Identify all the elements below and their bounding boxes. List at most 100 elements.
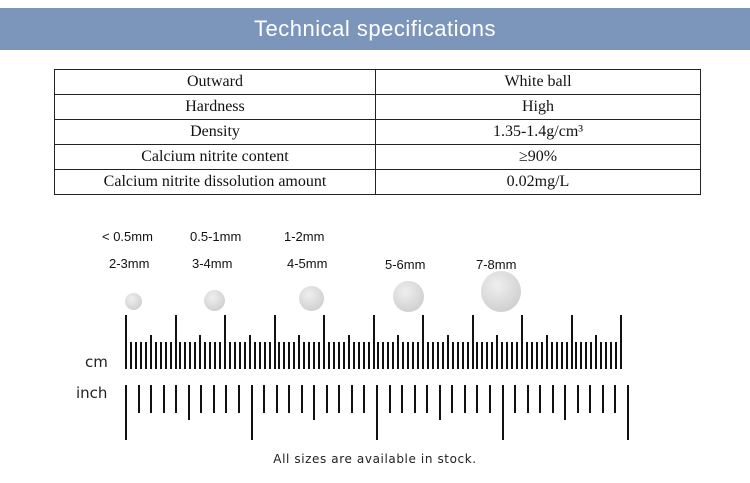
spec-value: 0.02mg/L xyxy=(375,169,701,195)
cm-tick xyxy=(431,342,434,369)
cm-tick xyxy=(337,342,340,369)
inch-tick xyxy=(237,385,240,413)
cm-tick xyxy=(422,315,424,369)
cm-tick xyxy=(139,342,142,369)
cm-tick xyxy=(590,342,593,369)
cm-tick xyxy=(293,342,296,369)
spec-row: Outward White ball xyxy=(54,69,701,95)
ball-5-6mm xyxy=(393,281,424,312)
cm-tick xyxy=(486,342,489,369)
cm-tick xyxy=(357,342,360,369)
cm-tick xyxy=(610,342,613,369)
inch-tick xyxy=(263,385,266,413)
cm-tick xyxy=(441,342,444,369)
cm-tick xyxy=(303,342,306,369)
size-label: 5-6mm xyxy=(385,257,426,272)
cm-tick xyxy=(565,342,568,369)
cm-tick xyxy=(243,342,246,369)
inch-tick xyxy=(551,385,554,413)
cm-tick xyxy=(615,342,618,369)
cm-tick xyxy=(570,315,573,369)
cm-tick xyxy=(184,342,187,369)
ball-3-4mm xyxy=(204,290,225,311)
cm-tick xyxy=(456,342,459,369)
cm-tick xyxy=(125,315,127,369)
inch-tick xyxy=(401,385,404,413)
cm-label: cm xyxy=(85,353,108,371)
inch-tick xyxy=(627,385,629,440)
inch-tick xyxy=(451,385,454,413)
cm-tick xyxy=(580,342,583,369)
inch-tick xyxy=(376,385,378,440)
inch-tick xyxy=(338,385,341,413)
cm-tick xyxy=(214,342,217,369)
spec-row: Hardness High xyxy=(54,94,701,120)
cm-tick xyxy=(481,342,484,369)
inch-tick xyxy=(363,385,366,413)
cm-tick xyxy=(412,342,415,369)
cm-tick xyxy=(283,342,286,369)
cm-tick xyxy=(496,335,499,369)
inch-tick xyxy=(539,385,542,413)
cm-tick xyxy=(228,342,231,369)
cm-tick xyxy=(525,342,528,369)
cm-tick xyxy=(575,342,578,369)
cm-tick xyxy=(387,342,390,369)
inch-tick xyxy=(463,385,466,413)
cm-tick xyxy=(134,342,137,369)
cm-tick xyxy=(347,335,350,369)
cm-tick xyxy=(451,342,454,369)
cm-tick xyxy=(233,342,236,369)
cm-tick xyxy=(392,342,395,369)
cm-tick xyxy=(521,315,523,369)
inch-tick xyxy=(275,385,278,413)
cm-tick xyxy=(362,342,365,369)
inch-tick xyxy=(225,385,228,413)
inch-label: inch xyxy=(76,384,108,402)
cm-tick xyxy=(417,342,420,369)
spec-row: Density 1.35-1.4g/cm³ xyxy=(54,119,701,145)
cm-tick xyxy=(511,342,514,369)
cm-tick xyxy=(402,342,405,369)
inch-tick xyxy=(476,385,479,413)
cm-tick xyxy=(332,342,335,369)
cm-tick xyxy=(209,342,212,369)
cm-tick xyxy=(367,342,370,369)
spec-property: Outward xyxy=(54,69,376,95)
cm-tick xyxy=(491,342,494,369)
cm-tick xyxy=(620,315,622,369)
cm-tick xyxy=(224,315,226,369)
ball-2-3mm xyxy=(125,293,142,310)
inch-tick xyxy=(187,385,190,420)
cm-tick xyxy=(164,342,167,369)
cm-tick xyxy=(436,342,439,369)
cm-tick xyxy=(298,335,301,369)
inch-tick xyxy=(250,385,253,440)
cm-tick xyxy=(545,335,548,369)
cm-tick xyxy=(189,342,192,369)
cm-tick xyxy=(144,342,147,369)
inch-tick xyxy=(501,385,504,440)
size-label: 0.5-1mm xyxy=(190,229,242,244)
inch-tick xyxy=(212,385,215,413)
cm-tick xyxy=(179,342,182,369)
cm-tick xyxy=(560,342,563,369)
cm-tick xyxy=(600,342,603,369)
cm-tick xyxy=(585,342,588,369)
size-label: 1-2mm xyxy=(284,229,325,244)
spec-value: High xyxy=(375,94,701,120)
cm-tick xyxy=(595,335,598,369)
inch-tick xyxy=(200,385,203,413)
spec-table: Outward White ball Hardness High Density 1.35… xyxy=(54,69,701,195)
cm-tick xyxy=(219,342,222,369)
cm-tick xyxy=(174,315,177,369)
cm-tick xyxy=(540,342,543,369)
cm-tick xyxy=(327,342,330,369)
cm-tick xyxy=(446,335,449,369)
cm-tick xyxy=(476,342,479,369)
inch-tick xyxy=(137,385,140,413)
cm-tick xyxy=(530,342,533,369)
size-label: 3-4mm xyxy=(192,256,233,271)
cm-tick xyxy=(258,342,261,369)
